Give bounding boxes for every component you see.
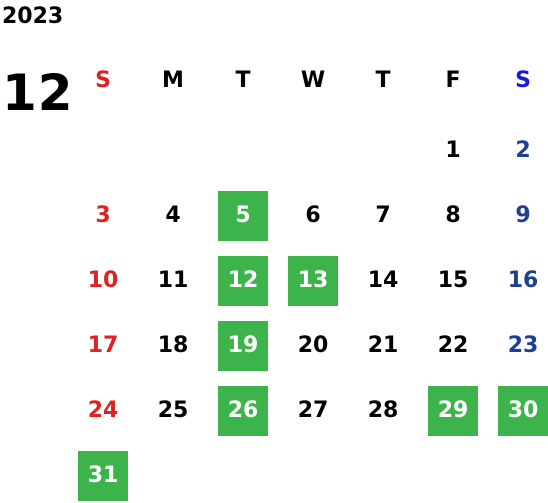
weekday-header: S (95, 68, 111, 93)
day-cell[interactable]: 11 (157, 268, 189, 293)
day-cell[interactable]: 27 (297, 398, 329, 423)
weekday-header: T (375, 68, 391, 93)
day-cell[interactable]: 3 (95, 203, 111, 228)
highlighted-day-cell[interactable]: 26 (218, 386, 268, 436)
day-cell[interactable]: 28 (367, 398, 399, 423)
day-cell[interactable]: 1 (445, 138, 461, 163)
day-cell[interactable]: 23 (507, 333, 539, 358)
highlighted-day-cell[interactable]: 30 (498, 386, 548, 436)
month-number: 12 (2, 64, 74, 122)
weekday-header: M (162, 68, 184, 93)
highlighted-day-cell[interactable]: 29 (428, 386, 478, 436)
day-cell[interactable]: 22 (437, 333, 469, 358)
highlighted-day-cell[interactable]: 31 (78, 451, 128, 501)
day-cell[interactable]: 24 (87, 398, 119, 423)
day-cell[interactable]: 10 (87, 268, 119, 293)
day-cell[interactable]: 7 (375, 203, 391, 228)
day-cell[interactable]: 9 (515, 203, 531, 228)
weekday-header: F (445, 68, 461, 93)
weekday-header: W (300, 68, 326, 93)
highlighted-day-cell[interactable]: 13 (288, 256, 338, 306)
day-cell[interactable]: 14 (367, 268, 399, 293)
day-cell[interactable]: 16 (507, 268, 539, 293)
day-cell[interactable]: 17 (87, 333, 119, 358)
day-cell[interactable]: 6 (305, 203, 321, 228)
highlighted-day-cell[interactable]: 12 (218, 256, 268, 306)
day-cell[interactable]: 4 (165, 203, 181, 228)
weekday-header: T (235, 68, 251, 93)
day-cell[interactable]: 25 (157, 398, 189, 423)
day-cell[interactable]: 21 (367, 333, 399, 358)
highlighted-day-cell[interactable]: 19 (218, 321, 268, 371)
day-cell[interactable]: 20 (297, 333, 329, 358)
day-cell[interactable]: 15 (437, 268, 469, 293)
year-label: 2023 (2, 4, 64, 29)
day-cell[interactable]: 8 (445, 203, 461, 228)
highlighted-day-cell[interactable]: 5 (218, 191, 268, 241)
day-cell[interactable]: 18 (157, 333, 189, 358)
day-cell[interactable]: 2 (515, 138, 531, 163)
weekday-header: S (515, 68, 531, 93)
